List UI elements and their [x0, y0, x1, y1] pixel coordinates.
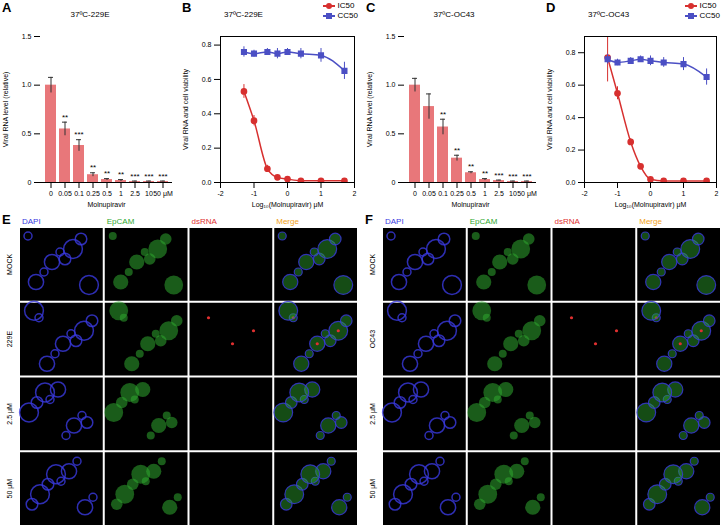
svg-text:MOCK: MOCK: [369, 254, 376, 275]
svg-text:0.6: 0.6: [566, 81, 576, 88]
svg-text:2.5 μM: 2.5 μM: [369, 403, 377, 425]
svg-text:1: 1: [319, 190, 323, 197]
svg-text:0: 0: [649, 190, 653, 197]
svg-text:**: **: [104, 169, 110, 178]
svg-text:DAPI: DAPI: [22, 217, 41, 226]
svg-text:**: **: [90, 163, 96, 172]
svg-text:50 μM: 50 μM: [369, 479, 377, 499]
svg-text:**: **: [62, 113, 68, 122]
svg-text:0.0: 0.0: [202, 179, 212, 186]
svg-text:0: 0: [28, 179, 32, 186]
svg-text:***: ***: [494, 171, 503, 180]
svg-text:2.5: 2.5: [494, 190, 504, 197]
svg-text:***: ***: [508, 172, 517, 181]
svg-text:0.0: 0.0: [566, 179, 576, 186]
html-text:B: B: [182, 0, 192, 15]
svg-text:DAPI: DAPI: [385, 217, 404, 226]
svg-text:0.5: 0.5: [102, 190, 112, 197]
svg-text:0.8: 0.8: [566, 49, 576, 56]
html-text:IC50: IC50: [337, 1, 355, 10]
svg-text:**: **: [118, 170, 124, 179]
svg-text:1.5: 1.5: [386, 33, 396, 40]
svg-text:0.1: 0.1: [438, 190, 448, 197]
svg-text:50 μM: 50 μM: [517, 190, 537, 198]
html-text:37ºC-229E: 37ºC-229E: [70, 10, 110, 19]
svg-text:0.5: 0.5: [386, 130, 396, 137]
svg-text:**: **: [440, 110, 446, 119]
svg-text:**: **: [468, 162, 474, 171]
svg-text:0.2: 0.2: [202, 144, 212, 151]
svg-text:0.2: 0.2: [566, 146, 576, 153]
svg-text:-2: -2: [581, 190, 587, 197]
svg-text:***: ***: [74, 130, 83, 139]
svg-text:2: 2: [715, 190, 719, 197]
svg-text:0: 0: [49, 190, 53, 197]
svg-text:0.4: 0.4: [202, 110, 212, 117]
svg-text:2: 2: [353, 190, 357, 197]
svg-text:Log₁₀(Molnupiravir) μM: Log₁₀(Molnupiravir) μM: [615, 201, 687, 209]
html-text:C: C: [366, 0, 376, 15]
svg-text:0.05: 0.05: [422, 190, 436, 197]
svg-text:F: F: [365, 212, 373, 227]
svg-text:Viral RNA and cell viability: Viral RNA and cell viability: [182, 68, 190, 150]
svg-text:0.8: 0.8: [202, 41, 212, 48]
svg-text:0.6: 0.6: [202, 76, 212, 83]
svg-text:-2: -2: [217, 190, 223, 197]
svg-text:Log₁₀(Molnupiravir) μM: Log₁₀(Molnupiravir) μM: [252, 201, 324, 209]
svg-text:Molnupiravir: Molnupiravir: [451, 201, 490, 209]
svg-text:MOCK: MOCK: [6, 254, 13, 275]
svg-text:229E: 229E: [6, 331, 13, 348]
svg-text:dsRNA: dsRNA: [192, 217, 218, 226]
svg-text:***: ***: [144, 172, 153, 181]
svg-text:2.5 μM: 2.5 μM: [6, 403, 14, 425]
html-text:37ºC-OC43: 37ºC-OC43: [588, 10, 630, 19]
html-text:CC50: CC50: [699, 11, 720, 20]
svg-text:0.4: 0.4: [566, 114, 576, 121]
svg-text:0.1: 0.1: [74, 190, 84, 197]
svg-text:***: ***: [522, 172, 531, 181]
svg-text:0.05: 0.05: [58, 190, 72, 197]
svg-text:dsRNA: dsRNA: [555, 217, 581, 226]
svg-text:-1: -1: [251, 190, 257, 197]
svg-text:0: 0: [286, 190, 290, 197]
svg-text:1: 1: [682, 190, 686, 197]
svg-text:Viral RNA level (relative): Viral RNA level (relative): [366, 72, 374, 148]
html-text:CC50: CC50: [337, 11, 358, 20]
svg-text:0: 0: [413, 190, 417, 197]
svg-text:10: 10: [509, 190, 517, 197]
html-text:IC50: IC50: [699, 1, 717, 10]
svg-text:Merge: Merge: [639, 217, 662, 226]
html-text:37ºC-229E: 37ºC-229E: [224, 10, 263, 19]
svg-text:2.5: 2.5: [130, 190, 140, 197]
svg-text:1.5: 1.5: [22, 33, 32, 40]
svg-text:EpCAM: EpCAM: [107, 217, 135, 226]
svg-text:-1: -1: [614, 190, 620, 197]
svg-text:50 μM: 50 μM: [153, 190, 173, 198]
svg-text:EpCAM: EpCAM: [470, 217, 498, 226]
html-text:A: A: [2, 0, 12, 15]
svg-text:***: ***: [158, 172, 167, 181]
svg-text:1.0: 1.0: [386, 81, 396, 88]
svg-text:50 μM: 50 μM: [6, 479, 14, 499]
svg-text:**: **: [454, 146, 460, 155]
html-text:D: D: [546, 0, 556, 15]
svg-text:0: 0: [392, 179, 396, 186]
svg-text:0.5: 0.5: [22, 130, 32, 137]
svg-text:Merge: Merge: [276, 217, 299, 226]
svg-text:10: 10: [145, 190, 153, 197]
svg-text:Viral RNA level (relative): Viral RNA level (relative): [2, 72, 10, 148]
svg-text:OC43: OC43: [369, 330, 376, 348]
svg-text:Viral RNA and cell viability: Viral RNA and cell viability: [546, 68, 554, 150]
svg-text:***: ***: [130, 172, 139, 181]
html-text:37ºC-OC43: 37ºC-OC43: [433, 10, 475, 19]
svg-text:1: 1: [483, 190, 487, 197]
svg-text:0.5: 0.5: [466, 190, 476, 197]
svg-text:Molnupiravir: Molnupiravir: [87, 201, 126, 209]
svg-text:0.25: 0.25: [450, 190, 464, 197]
svg-text:0.25: 0.25: [86, 190, 100, 197]
svg-text:1.0: 1.0: [22, 81, 32, 88]
svg-text:**: **: [482, 169, 488, 178]
svg-text:E: E: [2, 212, 11, 227]
svg-text:1: 1: [119, 190, 123, 197]
